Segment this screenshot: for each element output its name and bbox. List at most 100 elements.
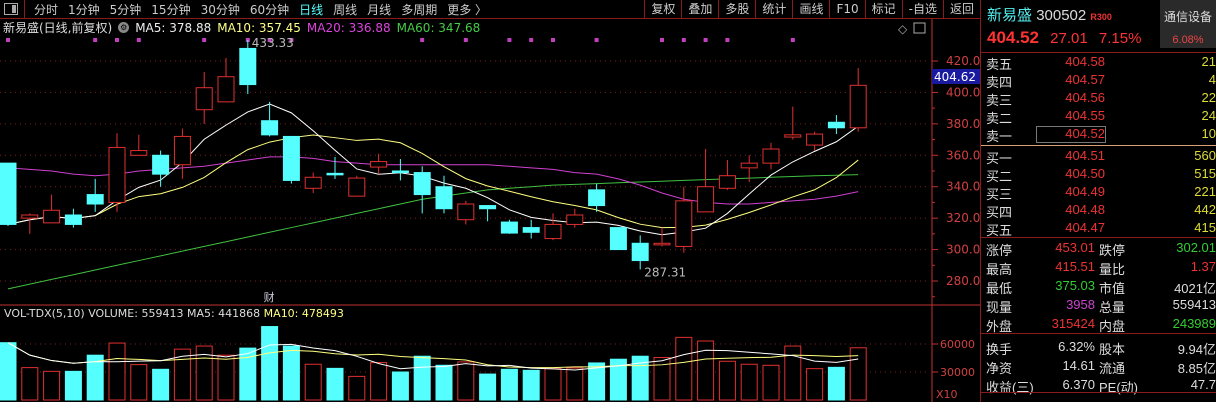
event-marker bbox=[660, 38, 664, 42]
toolbar-button[interactable]: 返回 bbox=[942, 0, 980, 19]
stat-value: 3958 bbox=[1066, 297, 1095, 312]
toolbar-button[interactable]: 画线 bbox=[792, 0, 829, 19]
level-price: 404.52 bbox=[1065, 126, 1105, 141]
bid-row[interactable]: 买四 404.48 442 bbox=[981, 202, 1216, 220]
volume-bar bbox=[762, 364, 780, 401]
period-tab[interactable]: 周线 bbox=[333, 2, 358, 17]
price-change-pct: 7.15% bbox=[1098, 30, 1142, 47]
candle-down bbox=[282, 135, 300, 181]
ask-row[interactable]: 卖二 404.55 24 bbox=[981, 108, 1216, 126]
stat-row: 收益(三) 6.370 PE(动) 47.7 bbox=[981, 377, 1216, 396]
candle-down bbox=[152, 154, 170, 175]
toolbar-button[interactable]: 多股 bbox=[718, 0, 755, 19]
vol-tick-label: 60000 bbox=[940, 338, 975, 351]
stat-label: 涨停 bbox=[986, 243, 1013, 258]
period-tab[interactable]: 月线 bbox=[367, 2, 392, 17]
candle-up bbox=[762, 148, 780, 164]
volume-bar bbox=[827, 366, 845, 401]
bid-row[interactable]: 买二 404.50 515 bbox=[981, 166, 1216, 184]
stat-label: 总量 bbox=[1099, 300, 1126, 315]
stat-label: 跌停 bbox=[1099, 243, 1126, 258]
toolbar-button[interactable]: 复权 bbox=[644, 0, 681, 19]
event-marker bbox=[6, 38, 10, 42]
level-volume: 21 bbox=[1201, 54, 1216, 69]
level-volume: 442 bbox=[1194, 202, 1216, 217]
volume-bar bbox=[609, 358, 627, 401]
period-tab[interactable]: 日线 bbox=[299, 2, 324, 17]
stat-row: 现量 3958 总量 559413 bbox=[981, 297, 1216, 316]
event-marker bbox=[267, 38, 272, 42]
divider bbox=[981, 333, 1216, 334]
ma60-line bbox=[7, 174, 859, 290]
volume-bar bbox=[173, 348, 191, 401]
level-label: 卖三 bbox=[986, 93, 1013, 108]
candle-down bbox=[609, 227, 627, 251]
stat-value: 6.370 bbox=[1062, 377, 1095, 392]
event-marker bbox=[594, 38, 599, 42]
candle-up bbox=[675, 200, 693, 247]
sector-button[interactable]: 通信设备 6.08% bbox=[1160, 0, 1216, 48]
period-tab[interactable]: 多周期 bbox=[401, 2, 438, 17]
period-tab[interactable]: 5分钟 bbox=[109, 2, 142, 17]
volume-bar bbox=[239, 347, 257, 401]
bid-row[interactable]: 买三 404.49 221 bbox=[981, 184, 1216, 202]
bid-row[interactable]: 买五 404.47 415 bbox=[981, 220, 1216, 238]
toolbar-button[interactable]: 统计 bbox=[755, 0, 792, 19]
stat-label: 最低 bbox=[986, 281, 1013, 296]
stat-value: 375.03 bbox=[1055, 278, 1095, 293]
period-tab[interactable]: 15分钟 bbox=[151, 2, 191, 17]
volume-bar bbox=[217, 354, 235, 401]
toolbar-button[interactable]: 叠加 bbox=[681, 0, 718, 19]
period-tab[interactable]: 更多 〉 bbox=[447, 2, 488, 17]
volume-bar bbox=[130, 364, 148, 401]
toolbar-button[interactable]: F10 bbox=[829, 0, 864, 19]
stat-label: 收益(三) bbox=[986, 380, 1034, 395]
volume-bar bbox=[326, 367, 344, 401]
level-price: 404.56 bbox=[1065, 90, 1105, 105]
vol-ma10-line bbox=[7, 342, 859, 369]
toolbar-button[interactable]: 标记 bbox=[864, 0, 902, 19]
current-price-label: 404.62 bbox=[934, 70, 976, 84]
candle-down bbox=[326, 172, 344, 176]
stat-value: 415.51 bbox=[1055, 259, 1095, 274]
period-tab[interactable]: 30分钟 bbox=[200, 2, 240, 17]
event-marker bbox=[463, 38, 468, 42]
current-price-tag bbox=[932, 69, 980, 84]
volume-bar bbox=[588, 362, 606, 401]
level-price: 404.48 bbox=[1065, 202, 1105, 217]
panel-toggle-icon[interactable] bbox=[913, 22, 926, 34]
event-marker bbox=[136, 38, 141, 42]
candle-up bbox=[566, 214, 584, 225]
bid-ask-divider bbox=[981, 145, 1216, 146]
ask-row[interactable]: 卖一 404.52 10 bbox=[981, 126, 1216, 144]
period-tab[interactable]: 60分钟 bbox=[249, 2, 290, 17]
toolbar-button[interactable]: -自选 bbox=[901, 0, 943, 19]
stat-row: 最高 415.51 量比 1.37 bbox=[981, 259, 1216, 278]
volume-bar bbox=[435, 364, 453, 401]
ask-row[interactable]: 卖五 404.58 21 bbox=[981, 54, 1216, 72]
stock-name: 新易盛 bbox=[987, 7, 1033, 24]
ask-row[interactable]: 卖三 404.56 22 bbox=[981, 90, 1216, 108]
level-volume: 22 bbox=[1201, 90, 1216, 105]
y-tick-label: 340.0 bbox=[946, 180, 980, 194]
level-volume: 24 bbox=[1201, 108, 1216, 123]
settings-icon[interactable]: ⚙ bbox=[118, 22, 130, 33]
vol-unit-label: X10 bbox=[936, 388, 958, 401]
panel-toggle-icon[interactable] bbox=[4, 3, 18, 15]
volume-bar bbox=[522, 369, 540, 401]
y-tick-label: 300.0 bbox=[946, 243, 980, 257]
bid-row[interactable]: 买一 404.51 560 bbox=[981, 148, 1216, 166]
sector-name: 通信设备 bbox=[1163, 10, 1212, 24]
level-price: 404.58 bbox=[1065, 54, 1105, 69]
candlestick-chart[interactable]: 420.0 400.0 380.0 360.0 340.0 320.0 300.0 280.0… bbox=[0, 0, 980, 402]
period-tab[interactable]: 分时 bbox=[34, 2, 59, 17]
candle-up bbox=[849, 84, 867, 129]
diamond-icon[interactable]: ◇ bbox=[898, 22, 908, 36]
divider bbox=[981, 237, 1216, 238]
candle-down bbox=[631, 242, 649, 262]
ma5-line bbox=[7, 103, 859, 236]
event-marker bbox=[703, 38, 708, 42]
candle-down bbox=[522, 227, 540, 233]
ask-row[interactable]: 卖四 404.57 4 bbox=[981, 72, 1216, 90]
period-tab[interactable]: 1分钟 bbox=[68, 2, 100, 17]
